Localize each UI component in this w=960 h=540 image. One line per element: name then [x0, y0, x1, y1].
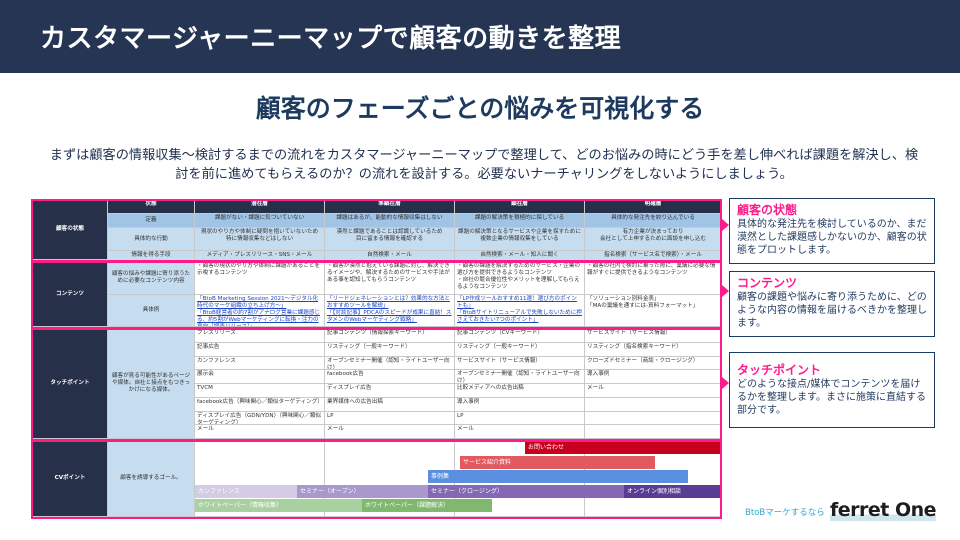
content-example-link: 「ソリューション別料金表」 「MAの稟議を通すには-資料フォーマット」 [585, 295, 722, 327]
touchpoint-item: 記事コンテンツ（情報探索キーワード） [325, 329, 455, 343]
phase-header: 潜在層 [195, 200, 325, 214]
touchpoint-item: サービスサイト（サービス情報） [585, 329, 722, 343]
cv-bar: ホワイトペーパー（課題解決） [362, 499, 492, 513]
touchpoint-item: facebook広告（興味関心／類似ターゲティング） [195, 397, 325, 412]
state-cell: メディア・プレスリリース・SNS・メール [195, 251, 325, 261]
touchpoint-item: ディスプレイ広告 [325, 384, 455, 398]
state-cell: 課題の解決策となるサービスや企業を探すために 複数企業の情報収集をしている [455, 228, 585, 251]
cv-bar: セミナー（クロージング） [428, 484, 624, 498]
state-cell: 課題の解決策を積極的に探している [455, 214, 585, 228]
ferret-one-logo: ferret One [830, 499, 937, 521]
cv-grid-cell [195, 441, 325, 517]
callout-body: 顧客の課題や悩みに寄り添うために、どのような内容の情報を届けるべきかを整理します… [737, 292, 927, 329]
state-cell: 現状のやり方や体制に疑問を抱いていないため 特に情報収集などはしない [195, 228, 325, 251]
state-cell: 自然検索・メール [325, 251, 455, 261]
touchpoint-item: ディスプレイ広告（GDN/YDN）（興味関心／類似ターゲティング） [195, 411, 325, 426]
touchpoint-item: 比較メディアへの広告出稿 [455, 384, 585, 398]
section-label-cv: CVポイント [33, 441, 108, 517]
touchpoint-item: 展示会 [195, 370, 325, 384]
state-cell: 自然検索・メール・知人に聞く [455, 251, 585, 261]
touchpoint-item: オープンセミナー開催（認知・ライトユーザー向け） [455, 370, 585, 384]
content-cell: ・顧客が漠然と抱えている課題に対し、解決できるイメージや、解決するためのサービス… [325, 262, 455, 295]
state-cell: 課題がない・課題に気づいていない [195, 214, 325, 228]
arrow-right-icon [722, 219, 729, 231]
phase-header: 明確層 [585, 200, 722, 214]
row-label: 定義 [108, 214, 195, 228]
row-label: 具体的な行動 [108, 228, 195, 251]
touchpoint-item: リスティング（一般キーワード） [325, 342, 455, 357]
content-cell: ・顧客の現状のやり方や体制に課題があることを示唆するコンテンツ [195, 262, 325, 295]
callout-body: どのような接点/媒体でコンテンツを届けるかを整理します。まさに施策に直結する部分… [737, 379, 926, 416]
row-label: 情報を得る手段 [108, 251, 195, 261]
touchpoint-item: カンファレンス [195, 356, 325, 371]
touchpoint-item: リスティング（指名検索キーワード） [585, 342, 722, 357]
section-label-customer-state: 顧客の状態 [33, 200, 108, 260]
logo-tagline: BtoBマーケするなら [745, 508, 825, 518]
arrow-right-icon [722, 285, 729, 297]
touchpoint-item: メール [325, 425, 455, 439]
callout-title: 顧客の状態 [737, 203, 798, 217]
cv-bar: カンファレンス [195, 484, 297, 498]
touchpoint-item: TVCM [195, 384, 325, 398]
content-example-link: 「LP作成ツールおすすめ11選！選び方のポイントも」 「BtoBサイトリニューア… [455, 295, 585, 327]
callout-title: コンテンツ [737, 276, 798, 290]
touchpoint-item: クローズドセミナー（商談・クロージング） [585, 356, 722, 371]
callout-body: 具体的な発注先を検討しているのか、まだ漠然とした課題感しかないのか、顧客の状態を… [737, 219, 927, 256]
cv-description: 顧客を誘導するゴール。 [108, 441, 195, 517]
row-label: 顧客の悩みや課題に寄り添うために必要なコンテンツ内容 [108, 262, 195, 295]
content-example-link: 「リードジェネレーションとは？効果的な方法とおすすめツールを解説」 「【対談記事… [325, 295, 455, 327]
touchpoint-item [585, 425, 722, 439]
touchpoint-item: オープンセミナー開催（認知・ライトユーザー向け） [325, 356, 455, 371]
content-example-link: 「BtoB Marketing Session 2021〜デジタル化時代のマーケ… [195, 295, 325, 327]
touchpoint-item: 記事コンテンツ（CVキーワード） [455, 329, 585, 343]
content-cell: ・顧客の社内で検討に乗った際に、稟議に必要な情報がすぐに提供できるようなコンテン… [585, 262, 722, 295]
touchpoint-item: メール [585, 384, 722, 398]
arrow-right-icon [722, 377, 729, 389]
touchpoint-item [585, 411, 722, 426]
slide-subtitle: 顧客のフェーズごとの悩みを可視化する [255, 94, 705, 123]
touchpoint-item: LP [455, 411, 585, 426]
cv-bar: サービス紹介資料 [460, 455, 655, 469]
touchpoint-description: 顧客が見る可能性があるページや媒体。自社と接点をもつきっかけになる媒体。 [108, 329, 195, 439]
phase-header-label: 状態 [108, 200, 195, 214]
content-cell: ・顧客の課題を解決するためのサービス・企業の選び方を提供できるようなコンテンツ … [455, 262, 585, 295]
touchpoint-item: LP [325, 411, 455, 426]
touchpoint-item: 導入事例 [585, 370, 722, 384]
cv-bar: お問い合わせ [525, 441, 722, 454]
callout-contents: コンテンツ 顧客の課題や悩みに寄り添うために、どのような内容の情報を届けるべきか… [729, 271, 935, 337]
customer-journey-map: 顧客の状態 状態 潜在層 準顕在層 顕在層 明確層 定義 課題がない・課題に気づいていない 課題… [31, 199, 722, 519]
callout-title: タッチポイント [737, 363, 822, 377]
state-cell: 有力企業が決まっており 会社として上申するために面談を申し込む [585, 228, 722, 251]
state-cell: 漠然と課題であることは認識しているため 目に留まる情報を確認する [325, 228, 455, 251]
cv-bar: 事例集 [428, 470, 688, 484]
touchpoint-item: facebook広告 [325, 370, 455, 384]
section-label-contents: コンテンツ [33, 262, 108, 327]
header-bar: カスタマージャーニーマップで顧客の動きを整理 [0, 0, 960, 73]
callout-touchpoints: タッチポイント どのような接点/媒体でコンテンツを届けるかを整理します。まさに施… [729, 352, 935, 428]
touchpoint-item: メール [455, 425, 585, 439]
state-cell: 課題はあるが、能動的な情報収集はしない [325, 214, 455, 228]
touchpoint-item: 導入事例 [455, 397, 585, 412]
phase-header: 準顕在層 [325, 200, 455, 214]
row-label: 具体例 [108, 295, 195, 327]
state-cell: 指名検索（サービス名で検索）・メール [585, 251, 722, 261]
cv-bar: セミナー（オープン） [297, 484, 428, 498]
phase-header: 顕在層 [455, 200, 585, 214]
touchpoint-item: プレスリリース [195, 329, 325, 343]
touchpoint-item: 業界媒体への広告出稿 [325, 397, 455, 412]
touchpoint-item: 記事広告 [195, 342, 325, 357]
touchpoint-item [585, 397, 722, 412]
intro-text: まずは顧客の情報収集〜検討するまでの流れをカスタマージャーニーマップで整理して、… [49, 148, 919, 182]
section-label-touchpoints: タッチポイント [33, 329, 108, 439]
callout-customer-state: 顧客の状態 具体的な発注先を検討しているのか、まだ漠然とした課題感しかないのか、… [729, 198, 935, 264]
state-cell: 具体的な発注先を絞り込んでいる [585, 214, 722, 228]
touchpoint-item: メール [195, 425, 325, 439]
touchpoint-item: サービスサイト（サービス情報） [455, 356, 585, 371]
cv-bar: オンライン個別相談 [624, 484, 722, 498]
cv-bar: ホワイトペーパー（情報収集） [195, 499, 362, 513]
slide-title: カスタマージャーニーマップで顧客の動きを整理 [40, 24, 622, 54]
touchpoint-item: リスティング（一般キーワード） [455, 342, 585, 357]
